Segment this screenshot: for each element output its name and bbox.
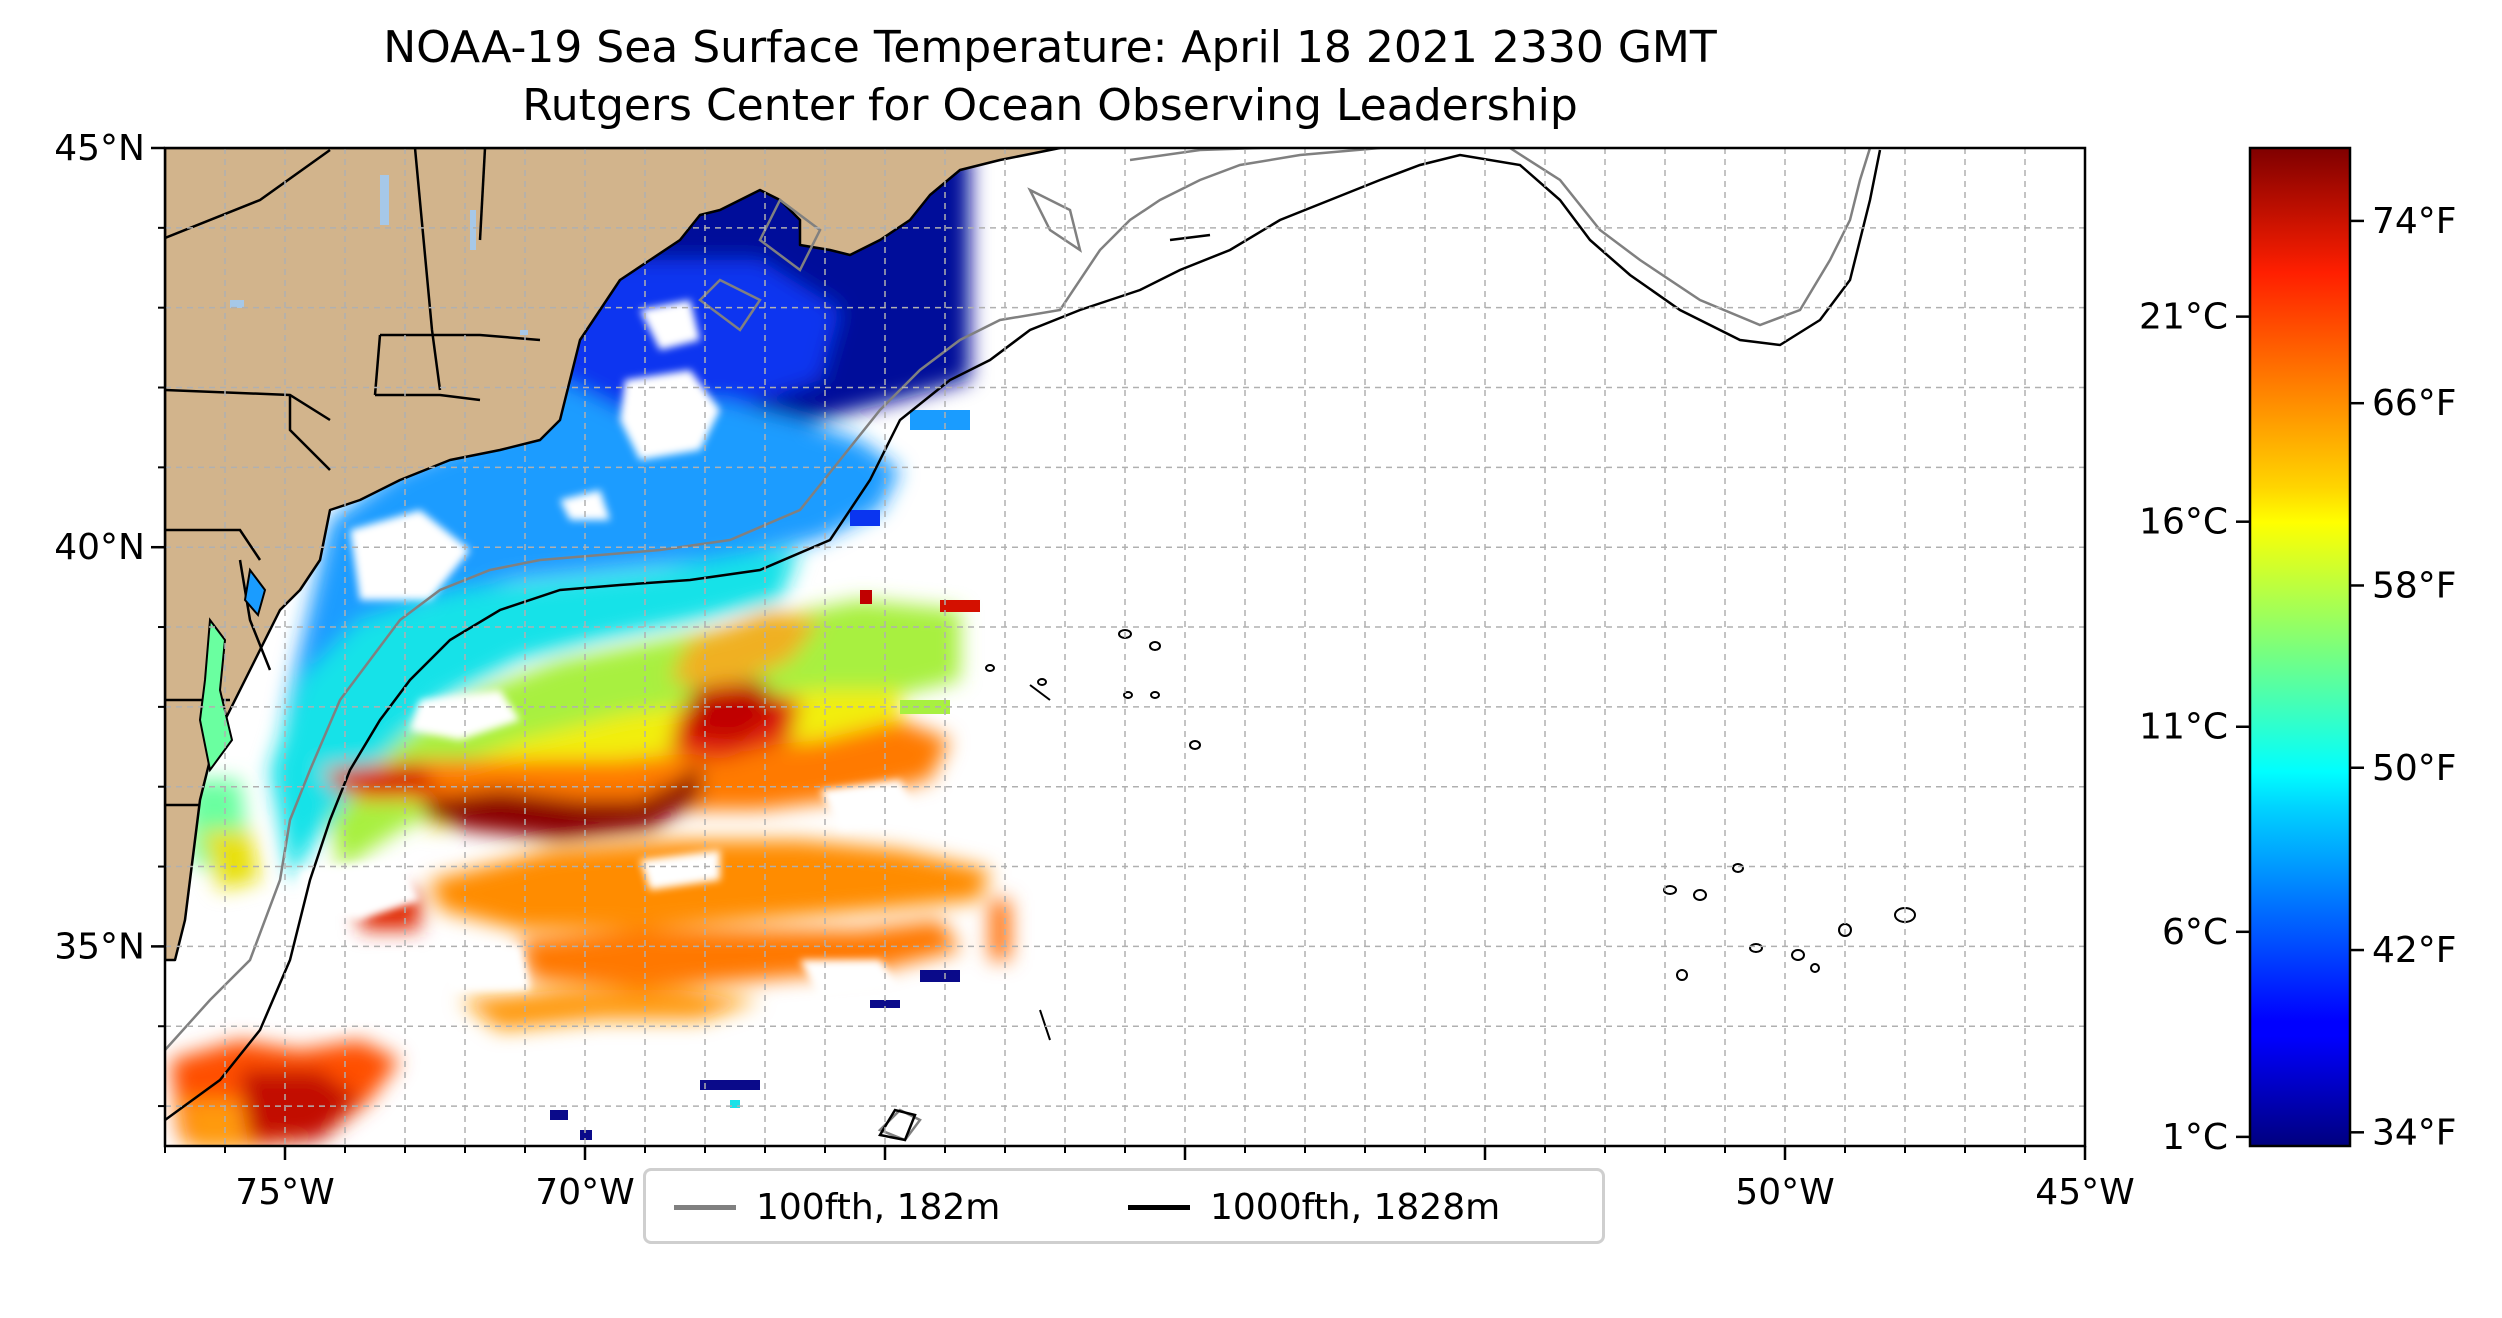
map-title: NOAA-19 Sea Surface Temperature: April 1…: [383, 22, 1717, 73]
colorbar-c-label: 1°C: [2162, 1117, 2228, 1158]
lat-tick-label: 45°N: [54, 128, 145, 169]
map-subtitle: Rutgers Center for Ocean Observing Leade…: [522, 80, 1578, 131]
colorbar-gradient: [2250, 148, 2350, 1146]
colorbar-c-label: 6°C: [2162, 912, 2228, 953]
colorbar-f-label: 42°F: [2372, 930, 2457, 971]
isobath-1000fth: [165, 149, 1882, 1142]
seamounts: [985, 629, 1916, 1041]
lon-tick-label: 70°W: [535, 1172, 634, 1213]
colorbar-f-label: 34°F: [2372, 1112, 2457, 1153]
isobath-100fth: [165, 148, 1872, 1142]
colorbar-c-label: 11°C: [2139, 707, 2228, 748]
colorbar-frame: [2248, 146, 2352, 1148]
colorbar-c-label: 16°C: [2139, 502, 2228, 543]
colorbar-celsius-ticks: 1°C 6°C 11°C 16°C 21°C: [2139, 297, 2250, 1158]
colorbar-f-label: 74°F: [2372, 201, 2457, 242]
colorbar: 34°F 42°F 50°F 58°F 66°F 74°F 1°C 6°C 11°C 16°C 2…: [2139, 146, 2457, 1158]
state-borders: [165, 148, 541, 807]
legend-label-1000fth: 1000fth, 1828m: [1210, 1186, 1501, 1228]
colorbar-c-label: 21°C: [2139, 297, 2228, 338]
sst-scatter: [550, 410, 980, 1140]
colorbar-f-label: 66°F: [2372, 383, 2457, 424]
lat-tick-label: 35°N: [54, 926, 145, 967]
colorbar-f-label: 50°F: [2372, 748, 2457, 789]
lon-tick-label: 45°W: [2035, 1172, 2134, 1213]
legend-swatch-100fth: [674, 1204, 736, 1210]
latitude-axis: 45°N 40°N 35°N: [54, 128, 165, 1108]
lakes: [230, 175, 528, 335]
colorbar-f-label: 58°F: [2372, 565, 2457, 606]
legend-item-100fth: 100fth, 182m: [674, 1185, 1000, 1229]
map-content: [165, 148, 2085, 1146]
lat-tick-label: 40°N: [54, 527, 145, 568]
legend-label-100fth: 100fth, 182m: [756, 1186, 1001, 1228]
legend-item-1000fth: 1000fth, 1828m: [1128, 1185, 1500, 1229]
legend-swatch-1000fth: [1128, 1204, 1190, 1210]
bays: [198, 567, 267, 773]
lon-tick-label: 50°W: [1735, 1172, 1834, 1213]
lon-tick-label: 75°W: [235, 1172, 334, 1213]
legend: 100fth, 182m 1000fth, 1828m: [643, 1168, 1605, 1244]
colorbar-fahrenheit-ticks: 34°F 42°F 50°F 58°F 66°F 74°F: [2350, 201, 2457, 1153]
gridlines: [165, 148, 2085, 1146]
